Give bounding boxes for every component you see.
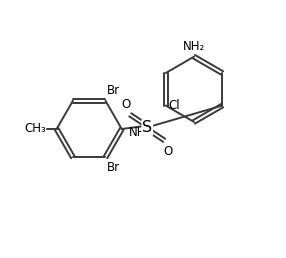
Text: O: O <box>164 144 173 158</box>
Text: Br: Br <box>107 84 120 97</box>
Text: O: O <box>121 98 131 111</box>
Text: Cl: Cl <box>168 99 180 112</box>
Text: Br: Br <box>107 161 120 174</box>
Text: NH₂: NH₂ <box>183 40 205 53</box>
Text: CH₃: CH₃ <box>24 123 46 135</box>
Text: S: S <box>142 120 152 135</box>
Text: NH: NH <box>129 126 146 139</box>
